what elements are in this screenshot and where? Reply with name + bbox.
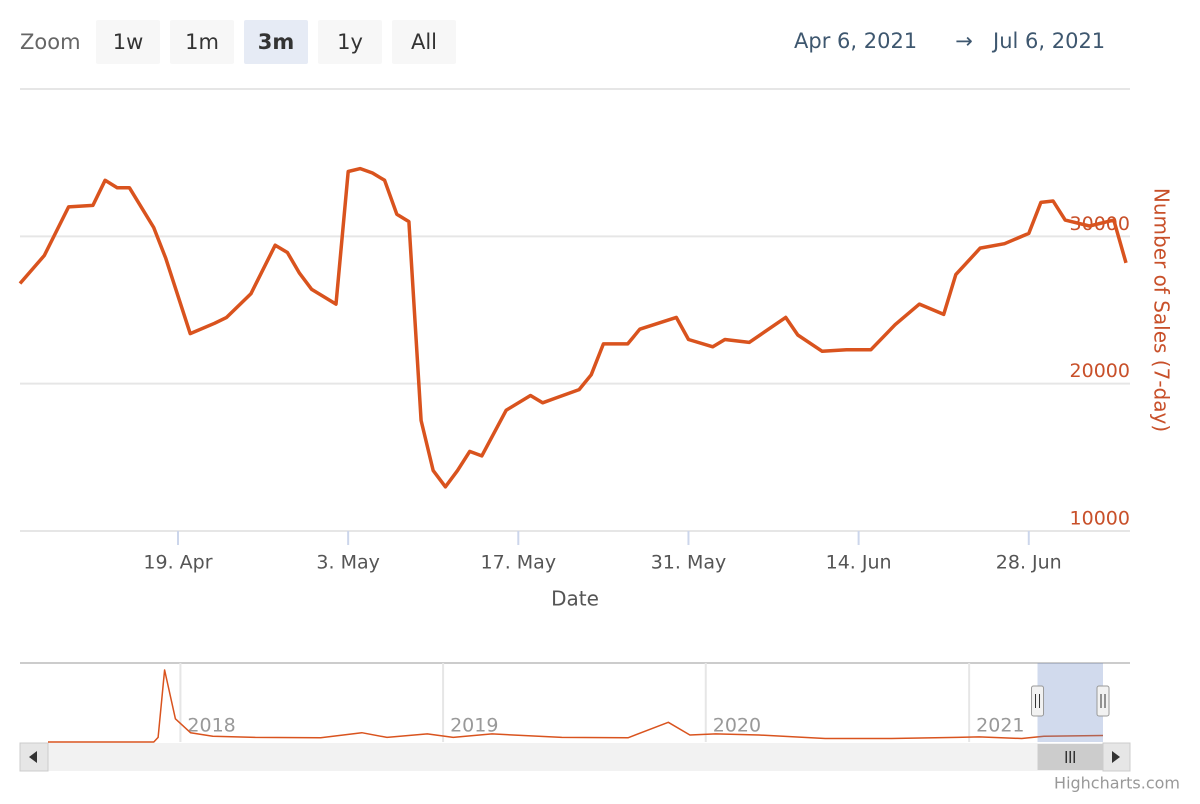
x-tick-label: 14. Jun [826,552,892,574]
y-tick-label: 10000 [1070,508,1130,530]
zoom-button-label[interactable]: 1y [337,30,363,54]
scrollbar-left-arrow [29,751,37,763]
zoom-button[interactable] [170,20,234,64]
navigator-mask[interactable] [1037,663,1103,742]
data-line [48,669,1104,743]
zoom-button[interactable] [392,20,456,64]
navigator-handle[interactable] [1031,685,1045,717]
x-tick-label: 3. May [316,552,379,574]
x-tick-label: 31. May [651,552,727,574]
navigator-tick-label: 2018 [187,715,235,737]
zoom-button-label[interactable]: All [411,30,437,54]
range-to[interactable]: Jul 6, 2021 [991,29,1105,53]
navigator-tick-label: 2019 [450,715,498,737]
zoom-button[interactable] [318,20,382,64]
navigator-handle-grip [1100,694,1106,708]
navigator-tick-label: 2021 [976,715,1024,737]
zoom-button-label[interactable]: 3m [258,30,295,54]
x-tick-label: 17. May [481,552,557,574]
credits[interactable]: Highcharts.com [1054,774,1180,793]
zoom-button[interactable] [96,20,160,64]
zoom-button-label[interactable]: 1w [113,30,144,54]
range-arrow: → [955,29,973,53]
x-tick-label: 19. Apr [143,552,212,574]
navigator-handle-grip [1035,694,1041,708]
navigator-tick-label: 2020 [713,715,761,737]
zoom-button-label[interactable]: 1m [185,30,219,54]
x-axis-title: Date [551,587,599,611]
data-line [18,166,1128,489]
scrollbar-grip [1065,751,1076,763]
zoom-label: Zoom [20,30,81,54]
y-tick-label: 20000 [1070,360,1130,382]
navigator-handle[interactable] [1096,685,1110,717]
x-tick-label: 28. Jun [996,552,1062,574]
range-from[interactable]: Apr 6, 2021 [794,29,917,53]
scrollbar-right-arrow [1112,751,1120,763]
zoom-button[interactable] [244,20,308,64]
y-axis-title: Number of Sales (7-day) [1150,188,1174,432]
scrollbar-track[interactable] [20,743,1130,771]
